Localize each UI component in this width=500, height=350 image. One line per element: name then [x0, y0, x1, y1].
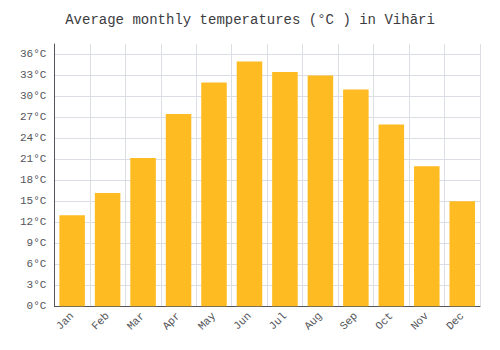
svg-text:Jul: Jul: [267, 310, 289, 332]
svg-text:3°C: 3°C: [27, 279, 47, 291]
svg-text:33°C: 33°C: [20, 69, 47, 81]
svg-text:0°C: 0°C: [27, 300, 47, 312]
svg-text:6°C: 6°C: [27, 258, 47, 270]
svg-text:9°C: 9°C: [27, 237, 47, 249]
svg-text:18°C: 18°C: [20, 174, 47, 186]
svg-text:15°C: 15°C: [20, 195, 47, 207]
svg-text:36°C: 36°C: [20, 48, 47, 60]
svg-text:Jun: Jun: [231, 310, 253, 332]
svg-text:Aug: Aug: [302, 310, 324, 332]
svg-text:Jan: Jan: [54, 310, 76, 332]
svg-text:Average monthly temperatures (: Average monthly temperatures (°C ) in Vi…: [65, 12, 435, 28]
svg-text:Apr: Apr: [160, 310, 182, 332]
svg-text:30°C: 30°C: [20, 90, 47, 102]
svg-text:May: May: [196, 310, 219, 333]
svg-text:21°C: 21°C: [20, 153, 47, 165]
svg-text:Feb: Feb: [89, 310, 111, 332]
svg-text:Oct: Oct: [373, 310, 395, 332]
svg-text:Sep: Sep: [338, 310, 360, 332]
svg-text:Dec: Dec: [444, 310, 466, 332]
svg-text:Mar: Mar: [125, 310, 147, 332]
svg-text:12°C: 12°C: [20, 216, 47, 228]
svg-text:Nov: Nov: [409, 310, 432, 333]
svg-text:27°C: 27°C: [20, 111, 47, 123]
svg-text:24°C: 24°C: [20, 132, 47, 144]
